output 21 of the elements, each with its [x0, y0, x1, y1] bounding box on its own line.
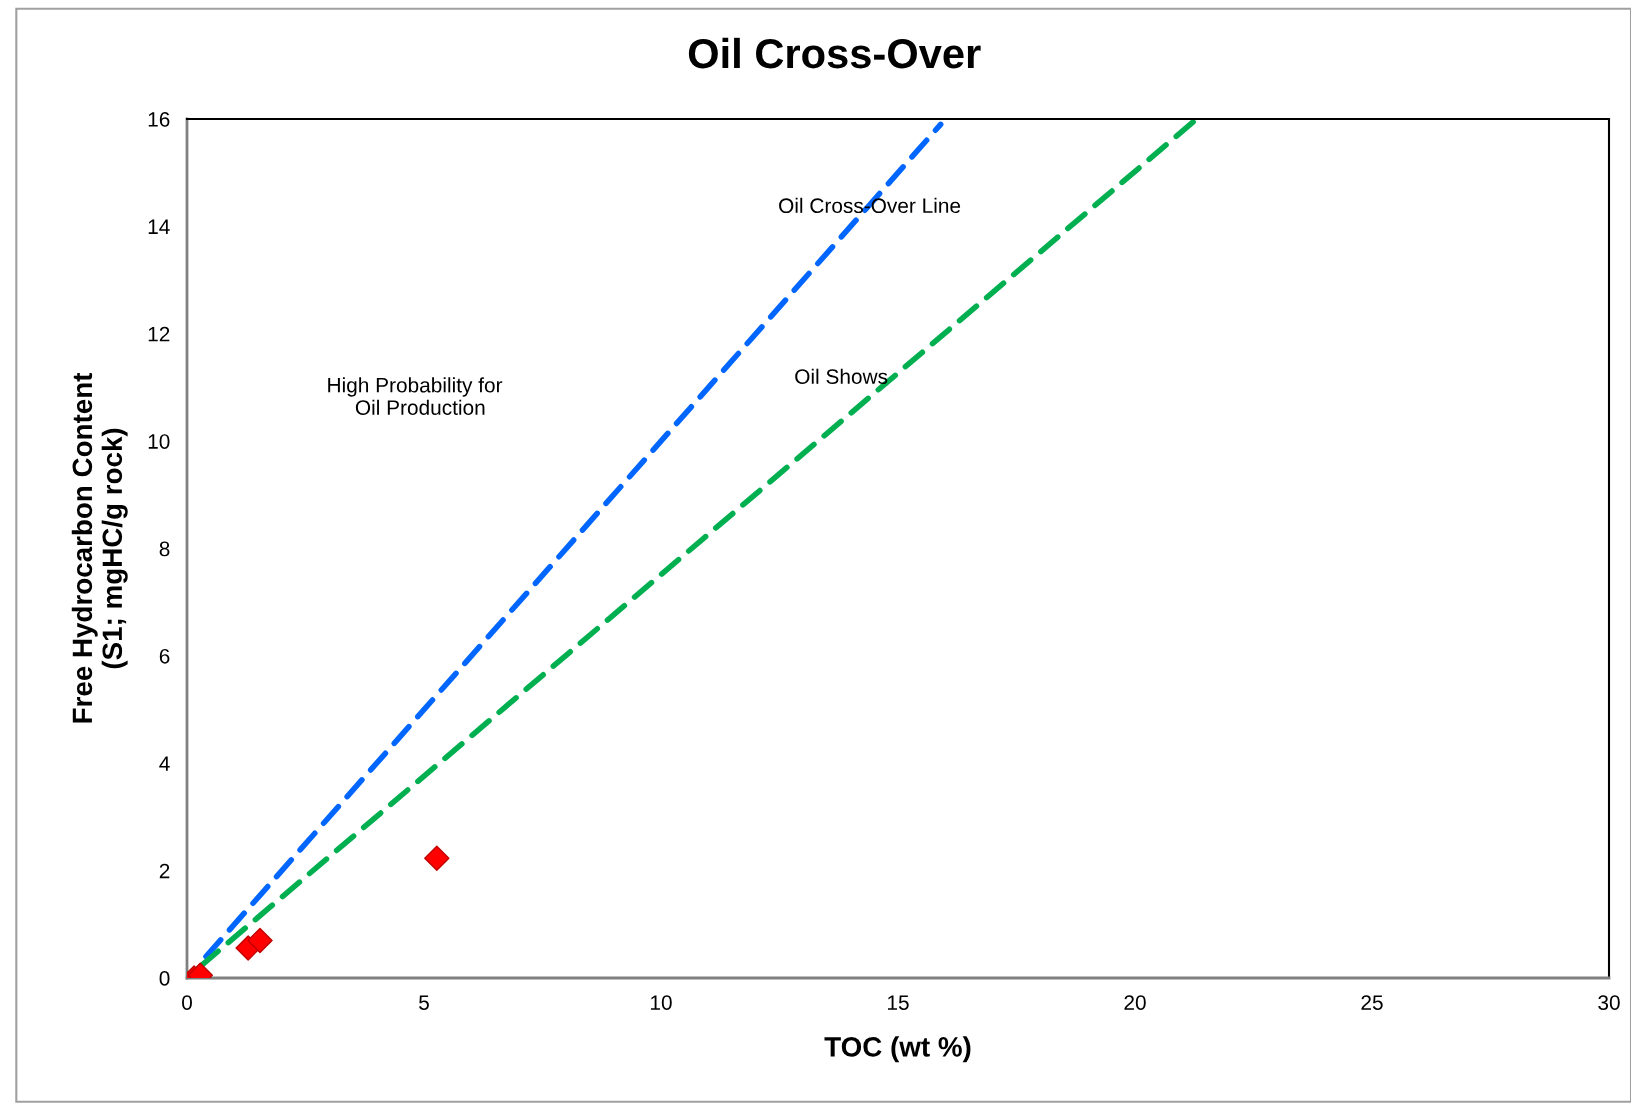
y-tick-label: 6 — [159, 648, 170, 664]
x-tick-label: 15 — [888, 995, 909, 1010]
annotation: High Probability for Oil Production — [328, 377, 503, 415]
x-tick-label: 0 — [182, 995, 192, 1010]
x-tick-label: 5 — [419, 995, 429, 1010]
chart-title: Oil Cross-Over — [688, 37, 981, 69]
y-tick-label: 12 — [148, 326, 170, 342]
x-axis-title: TOC (wt %) — [824, 1036, 971, 1063]
y-tick-label: 14 — [148, 219, 170, 234]
y-tick-label: 8 — [159, 541, 170, 557]
y-tick-label: 16 — [148, 112, 170, 127]
y-tick-label: 10 — [148, 434, 170, 449]
x-tick-label: 25 — [1361, 995, 1383, 1010]
annotation: Oil Shows — [795, 368, 888, 385]
x-tick-label: 10 — [651, 995, 672, 1010]
y-tick-label: 4 — [159, 756, 170, 771]
x-tick-label: 20 — [1124, 995, 1146, 1010]
x-tick-label: 30 — [1598, 995, 1620, 1010]
y-axis-title: Free Hydrocarbon Content (S1; mgHC/g rock) — [71, 372, 128, 723]
y-tick-label: 0 — [159, 971, 170, 986]
y-tick-label: 2 — [159, 863, 170, 879]
